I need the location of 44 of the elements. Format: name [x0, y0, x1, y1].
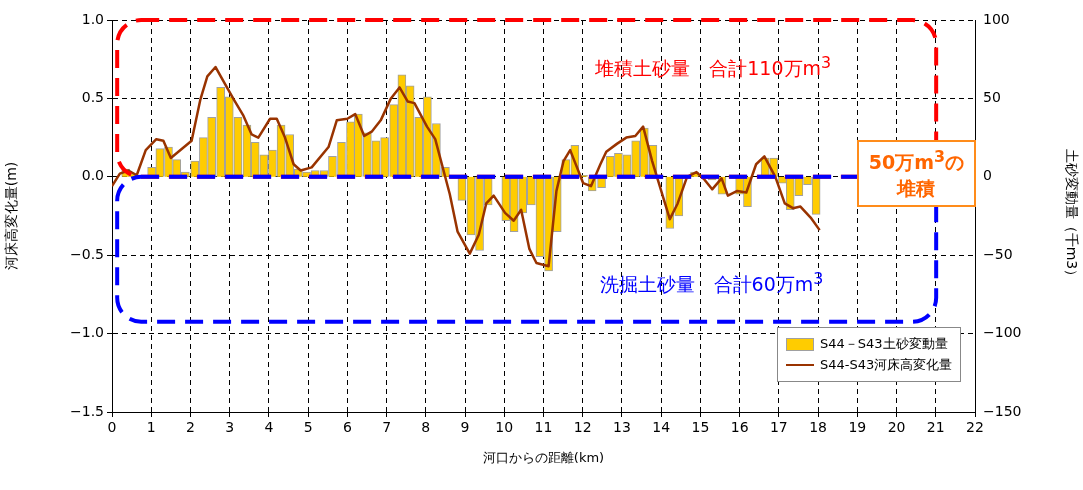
x-tick-label: 10: [495, 419, 514, 436]
y2-tick-label: 50: [983, 89, 1001, 106]
x-tick-label: 20: [887, 419, 906, 436]
y-tick-label: 0.0: [81, 167, 104, 184]
x-tick-label: 8: [421, 419, 431, 436]
legend-label: S44－S43土砂変動量: [820, 335, 948, 353]
x-tick-label: 22: [966, 419, 984, 436]
x-tick-label: 14: [652, 419, 671, 436]
x-tick-label: 7: [382, 419, 392, 436]
x-tick-label: 4: [264, 419, 274, 436]
x-axis-title: 河口からの距離(km): [482, 449, 605, 465]
x-tick-label: 18: [809, 419, 827, 436]
y-tick-label: 1.0: [81, 10, 104, 27]
x-tick-label: 12: [573, 419, 592, 436]
y-tick-label: −1.0: [70, 324, 104, 341]
x-tick-label: 16: [730, 419, 749, 436]
y-tick-label: −0.5: [70, 245, 104, 262]
x-tick-label: 11: [534, 419, 553, 436]
x-tick-label: 2: [185, 419, 195, 436]
y-tick-label: 0.5: [81, 89, 104, 106]
annotation: 堆積土砂量 合計110万m$^{3}$: [595, 53, 832, 82]
y2-tick-label: −50: [983, 245, 1013, 262]
y2-axis-title: 土砂変動量（千m3）: [1063, 148, 1080, 284]
x-tick-label: 3: [225, 419, 235, 436]
x-tick-label: 15: [691, 419, 710, 436]
annotation: 50万m$^{3}$の: [868, 145, 965, 175]
x-tick-label: 5: [303, 419, 313, 436]
x-tick-label: 21: [926, 419, 945, 436]
x-tick-label: 0: [107, 419, 117, 436]
x-tick-label: 17: [769, 419, 788, 436]
y-tick-label: −1.5: [70, 402, 104, 419]
y2-tick-label: −150: [983, 402, 1022, 419]
annotation: 洗掘土砂量 合計60万m$^{3}$: [599, 268, 824, 298]
y-axis-title: 河床高変化量(m): [3, 161, 20, 271]
annotation: 堆積: [895, 175, 937, 201]
y2-tick-label: 0: [983, 167, 992, 184]
x-tick-label: 9: [460, 419, 470, 436]
y2-tick-label: 100: [983, 10, 1010, 27]
legend-label: S44-S43河床高変化量: [820, 356, 953, 374]
y2-tick-label: −100: [983, 324, 1022, 341]
x-tick-label: 6: [342, 419, 352, 436]
x-tick-label: 1: [146, 419, 156, 436]
x-tick-label: 13: [613, 419, 631, 436]
x-tick-label: 19: [848, 419, 867, 436]
